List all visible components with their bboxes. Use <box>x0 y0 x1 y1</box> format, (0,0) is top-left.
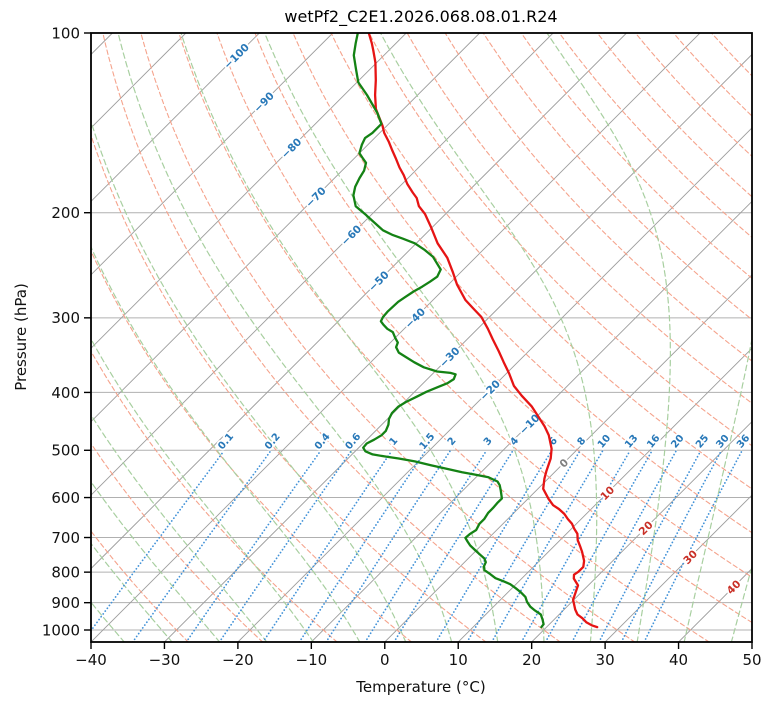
svg-text:−60: −60 <box>339 223 364 248</box>
plot-frame <box>90 32 753 643</box>
svg-text:500: 500 <box>51 442 80 460</box>
moist-adiabat-lines <box>91 33 752 642</box>
svg-text:300: 300 <box>51 309 80 327</box>
svg-text:30: 30 <box>681 548 700 567</box>
svg-text:25: 25 <box>694 433 711 451</box>
svg-text:−70: −70 <box>304 185 329 210</box>
svg-text:0.1: 0.1 <box>216 431 236 452</box>
plot-area: −100−90−80−70−60−50−40−30−20−10010203040… <box>91 33 752 642</box>
axis-ticks <box>84 32 753 649</box>
svg-text:−20: −20 <box>222 651 254 669</box>
svg-text:−40: −40 <box>403 306 428 331</box>
svg-text:400: 400 <box>51 384 80 402</box>
svg-text:−30: −30 <box>149 651 181 669</box>
svg-text:−20: −20 <box>478 378 503 403</box>
svg-text:2: 2 <box>446 435 459 447</box>
svg-text:100: 100 <box>51 24 80 42</box>
svg-text:10: 10 <box>598 484 617 503</box>
svg-text:1.5: 1.5 <box>418 431 438 452</box>
svg-text:8: 8 <box>576 435 589 447</box>
svg-text:40: 40 <box>725 578 744 597</box>
svg-text:20: 20 <box>637 519 656 538</box>
mixing-ratio-labels: 0.1 0.2 0.4 0.6 1 1.5 2 3 4 6 8 10 13 16 20 25 30 36 <box>215 430 752 454</box>
svg-text:0.6: 0.6 <box>344 431 364 452</box>
svg-text:10: 10 <box>449 651 468 669</box>
dewpoint-curve <box>352 33 545 629</box>
svg-text:20: 20 <box>669 433 686 451</box>
svg-text:−40: −40 <box>75 651 107 669</box>
svg-text:1000: 1000 <box>42 621 80 639</box>
svg-text:900: 900 <box>51 594 80 612</box>
svg-text:−80: −80 <box>279 136 304 161</box>
svg-text:0: 0 <box>557 457 571 471</box>
dry-adiabat-lines <box>91 33 752 642</box>
svg-text:20: 20 <box>522 651 541 669</box>
svg-text:3: 3 <box>482 435 495 447</box>
svg-text:10: 10 <box>596 433 613 451</box>
svg-text:600: 600 <box>51 489 80 507</box>
svg-text:13: 13 <box>623 433 640 451</box>
svg-text:4: 4 <box>508 435 521 447</box>
svg-text:0: 0 <box>380 651 390 669</box>
svg-text:40: 40 <box>669 651 688 669</box>
svg-text:1: 1 <box>387 435 400 447</box>
svg-text:−50: −50 <box>367 269 392 294</box>
svg-text:700: 700 <box>51 529 80 547</box>
isotherm-lines <box>91 33 752 642</box>
temperature-curve <box>367 33 599 629</box>
mixing-ratio-lines <box>91 450 743 642</box>
chart-title: wetPf2_C2E1.2026.068.08.01.R24 <box>284 7 558 26</box>
svg-text:−10: −10 <box>296 651 328 669</box>
svg-text:200: 200 <box>51 204 80 222</box>
svg-text:0.4: 0.4 <box>313 431 333 452</box>
svg-text:−90: −90 <box>252 90 277 115</box>
svg-text:−30: −30 <box>437 345 462 370</box>
pressure-gridlines <box>91 33 752 631</box>
x-axis-label: Temperature (°C) <box>356 678 486 696</box>
svg-text:50: 50 <box>742 651 761 669</box>
svg-text:16: 16 <box>645 433 662 451</box>
svg-text:30: 30 <box>596 651 615 669</box>
svg-text:800: 800 <box>51 564 80 582</box>
svg-text:−100: −100 <box>222 41 252 71</box>
